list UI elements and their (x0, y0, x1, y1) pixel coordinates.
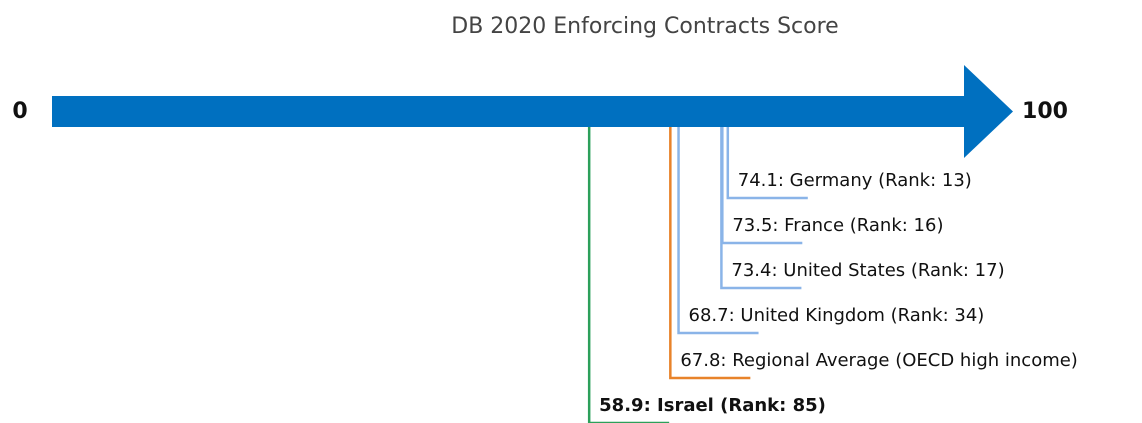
marker-line (677, 127, 759, 335)
marker-line (669, 127, 751, 380)
marker-line (587, 127, 670, 423)
marker-line (720, 127, 802, 290)
marker-label: 67.8: Regional Average (OECD high income… (680, 350, 1078, 371)
marker-label: 58.9: Israel (Rank: 85) (599, 395, 826, 416)
marker-label: 68.7: United Kingdom (Rank: 34) (689, 305, 985, 326)
marker-line (726, 127, 808, 200)
scale-end-label: 0 (12, 99, 27, 124)
scale-arrow (52, 65, 1013, 158)
scale-end-label: 100 (1022, 99, 1068, 124)
marker-label: 73.4: United States (Rank: 17) (731, 260, 1004, 281)
marker-label: 73.5: France (Rank: 16) (732, 215, 943, 236)
marker-label: 74.1: Germany (Rank: 13) (738, 170, 972, 191)
chart-title: DB 2020 Enforcing Contracts Score (451, 14, 838, 39)
